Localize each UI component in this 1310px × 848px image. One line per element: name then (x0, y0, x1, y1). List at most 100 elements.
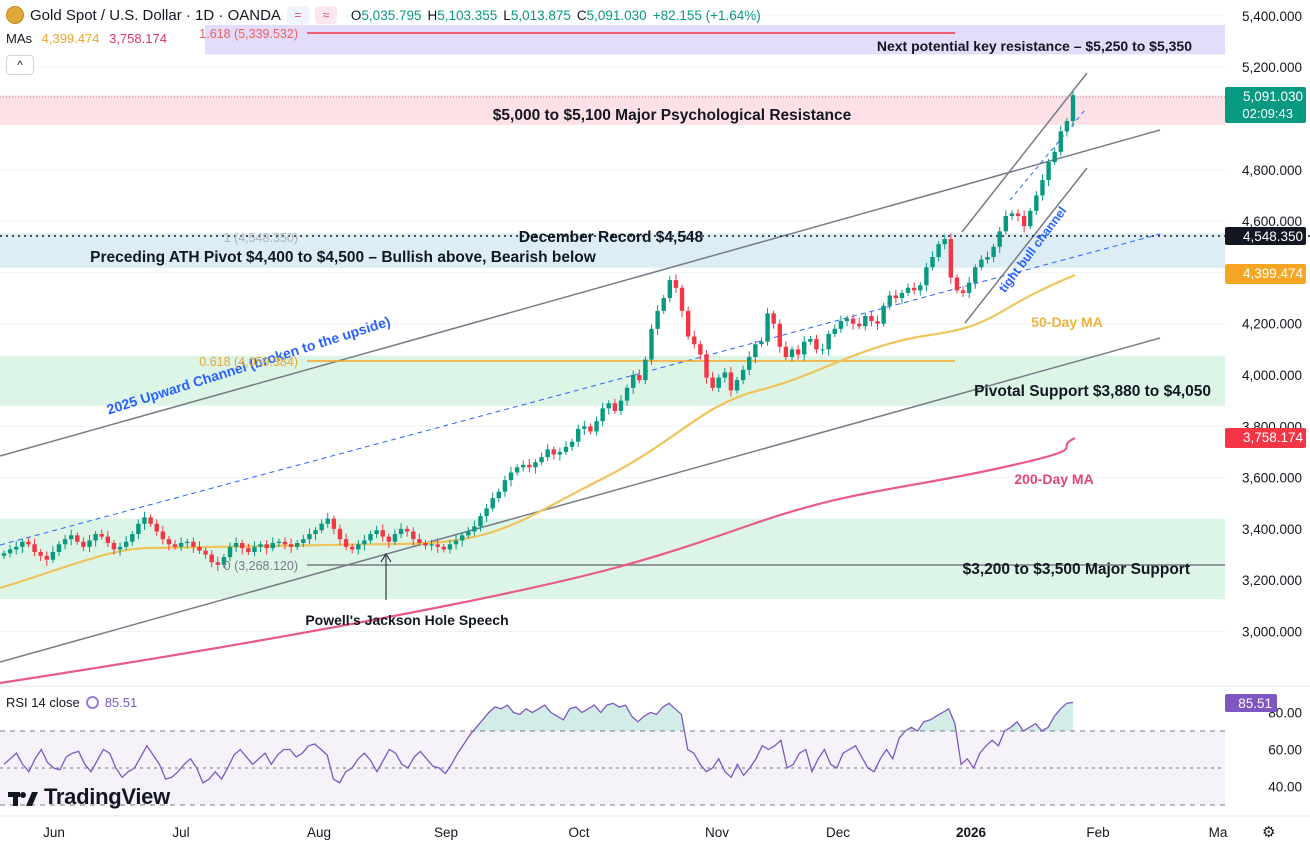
candle-body (472, 526, 477, 532)
candle-body (343, 539, 349, 547)
moving-averages-legend[interactable]: MAs 4,399.474 3,758.174 (6, 31, 167, 46)
candle-body (93, 534, 98, 541)
candle-body (893, 295, 899, 299)
rsi-tick-label: 60.00 (1268, 743, 1302, 758)
candle-body (533, 462, 538, 468)
candle-body (252, 546, 257, 552)
candle-body (392, 534, 398, 542)
candle-body (136, 523, 141, 535)
ma200-label: 200-Day MA (1014, 471, 1093, 487)
candle-body (808, 339, 813, 342)
candle-body (1046, 162, 1051, 181)
time-tick-label: Sep (434, 825, 458, 840)
candle-body (777, 323, 782, 347)
rsi-tick-label: 40.00 (1268, 780, 1302, 795)
price-marker-label: 4,548.350 (1243, 229, 1303, 244)
candle-body (435, 544, 440, 547)
candle-body (313, 530, 318, 535)
candle-body (130, 534, 135, 542)
price-marker-label: 3,758.174 (1243, 430, 1304, 445)
price-tick-label: 3,200.000 (1242, 573, 1302, 588)
candle-body (325, 518, 330, 524)
candle-body (643, 359, 648, 381)
candle-body (417, 539, 422, 544)
candle-body (753, 344, 758, 358)
tradingview-logo[interactable]: TradingView (8, 784, 170, 810)
candle-body (899, 292, 905, 299)
candle-body (667, 280, 673, 299)
fib-1618-label: 1.618 (5,339.532) (199, 27, 298, 41)
candle-body (123, 541, 129, 547)
candle-body (734, 380, 740, 391)
candle-body (1034, 195, 1039, 211)
high-label: H (427, 7, 438, 23)
zone-label-pivotal-support: Pivotal Support $3,880 to $4,050 (974, 383, 1211, 400)
candle-body (87, 540, 92, 547)
candle-body (588, 426, 593, 432)
channel-midline (0, 233, 1161, 546)
compare-icon[interactable]: = (286, 6, 309, 24)
candle-body (508, 472, 514, 481)
candle-body (362, 540, 367, 545)
channel-upper-line (0, 129, 1161, 457)
candle-body (661, 298, 666, 311)
candle-body (600, 408, 605, 422)
candle-body (270, 543, 275, 549)
rsi-overbought-fill (4, 702, 1073, 731)
candle-body (20, 541, 25, 547)
price-tick-label: 3,600.000 (1242, 471, 1302, 486)
change-value: +82.155 (+1.64%) (652, 7, 761, 23)
candle-body (1009, 213, 1015, 216)
candle-body (423, 543, 428, 546)
candle-body (954, 277, 960, 291)
candle-body (624, 387, 630, 401)
candle-body (288, 544, 294, 547)
bull-channel-lower (964, 167, 1088, 324)
jackson-hole-label: Powell's Jackson Hole Speech (305, 612, 508, 628)
time-tick-label: Feb (1086, 825, 1109, 840)
high-value: 5,103.355 (437, 7, 498, 23)
candle-body (38, 551, 43, 556)
candle-body (1, 553, 7, 556)
price-tick-label: 4,200.000 (1242, 317, 1302, 332)
gear-icon[interactable]: ⚙ (1262, 824, 1276, 841)
candle-body (496, 491, 501, 499)
wave-icon[interactable]: ≈ (314, 6, 337, 24)
candle-body (747, 357, 752, 370)
candle-body (820, 349, 825, 351)
candle-body (221, 557, 227, 565)
candle-body (869, 316, 874, 322)
fib-0618-label: 0.618 (4,059.384) (199, 355, 298, 369)
zones-layer (0, 24, 1225, 599)
candle-body (942, 239, 947, 245)
candle-body (111, 543, 117, 550)
candle-body (802, 341, 807, 355)
candle-body (973, 267, 978, 283)
ma200-line (0, 437, 1076, 685)
candle-body (233, 543, 239, 547)
candle-body (166, 539, 172, 545)
candle-body (594, 421, 599, 432)
time-tick-label: Jun (43, 825, 65, 840)
tradingview-mark-icon (8, 788, 38, 806)
ma50-line (0, 273, 1076, 590)
close-label: C (576, 7, 587, 23)
rsi-legend[interactable]: RSI 14 close 85.51 (6, 695, 137, 710)
symbol-title[interactable]: Gold Spot / U.S. Dollar · 1D · OANDA (30, 6, 281, 24)
candle-body (673, 280, 679, 288)
candle-body (490, 498, 495, 509)
candle-body (783, 346, 789, 358)
candles-layer (1, 90, 1076, 571)
price-axis[interactable]: 5,400.000 5,200.000 4,800.000 4,600.000 4,20… (1225, 9, 1306, 640)
symbol-header: Gold Spot / U.S. Dollar · 1D · OANDA = ≈… (6, 6, 767, 24)
candle-body (191, 541, 196, 547)
candle-body (185, 541, 190, 544)
time-axis[interactable]: Jun Jul Aug Sep Oct Nov Dec 2026 Feb Ma (0, 815, 1310, 840)
candle-body (44, 555, 49, 560)
candle-body (356, 544, 361, 550)
ohlc-readout: O5,035.795 H5,103.355 L5,013.875 C5,091.030… (351, 8, 767, 23)
candle-body (319, 523, 324, 531)
candle-body (948, 239, 954, 278)
collapse-legend-button[interactable]: ^ (6, 55, 34, 75)
